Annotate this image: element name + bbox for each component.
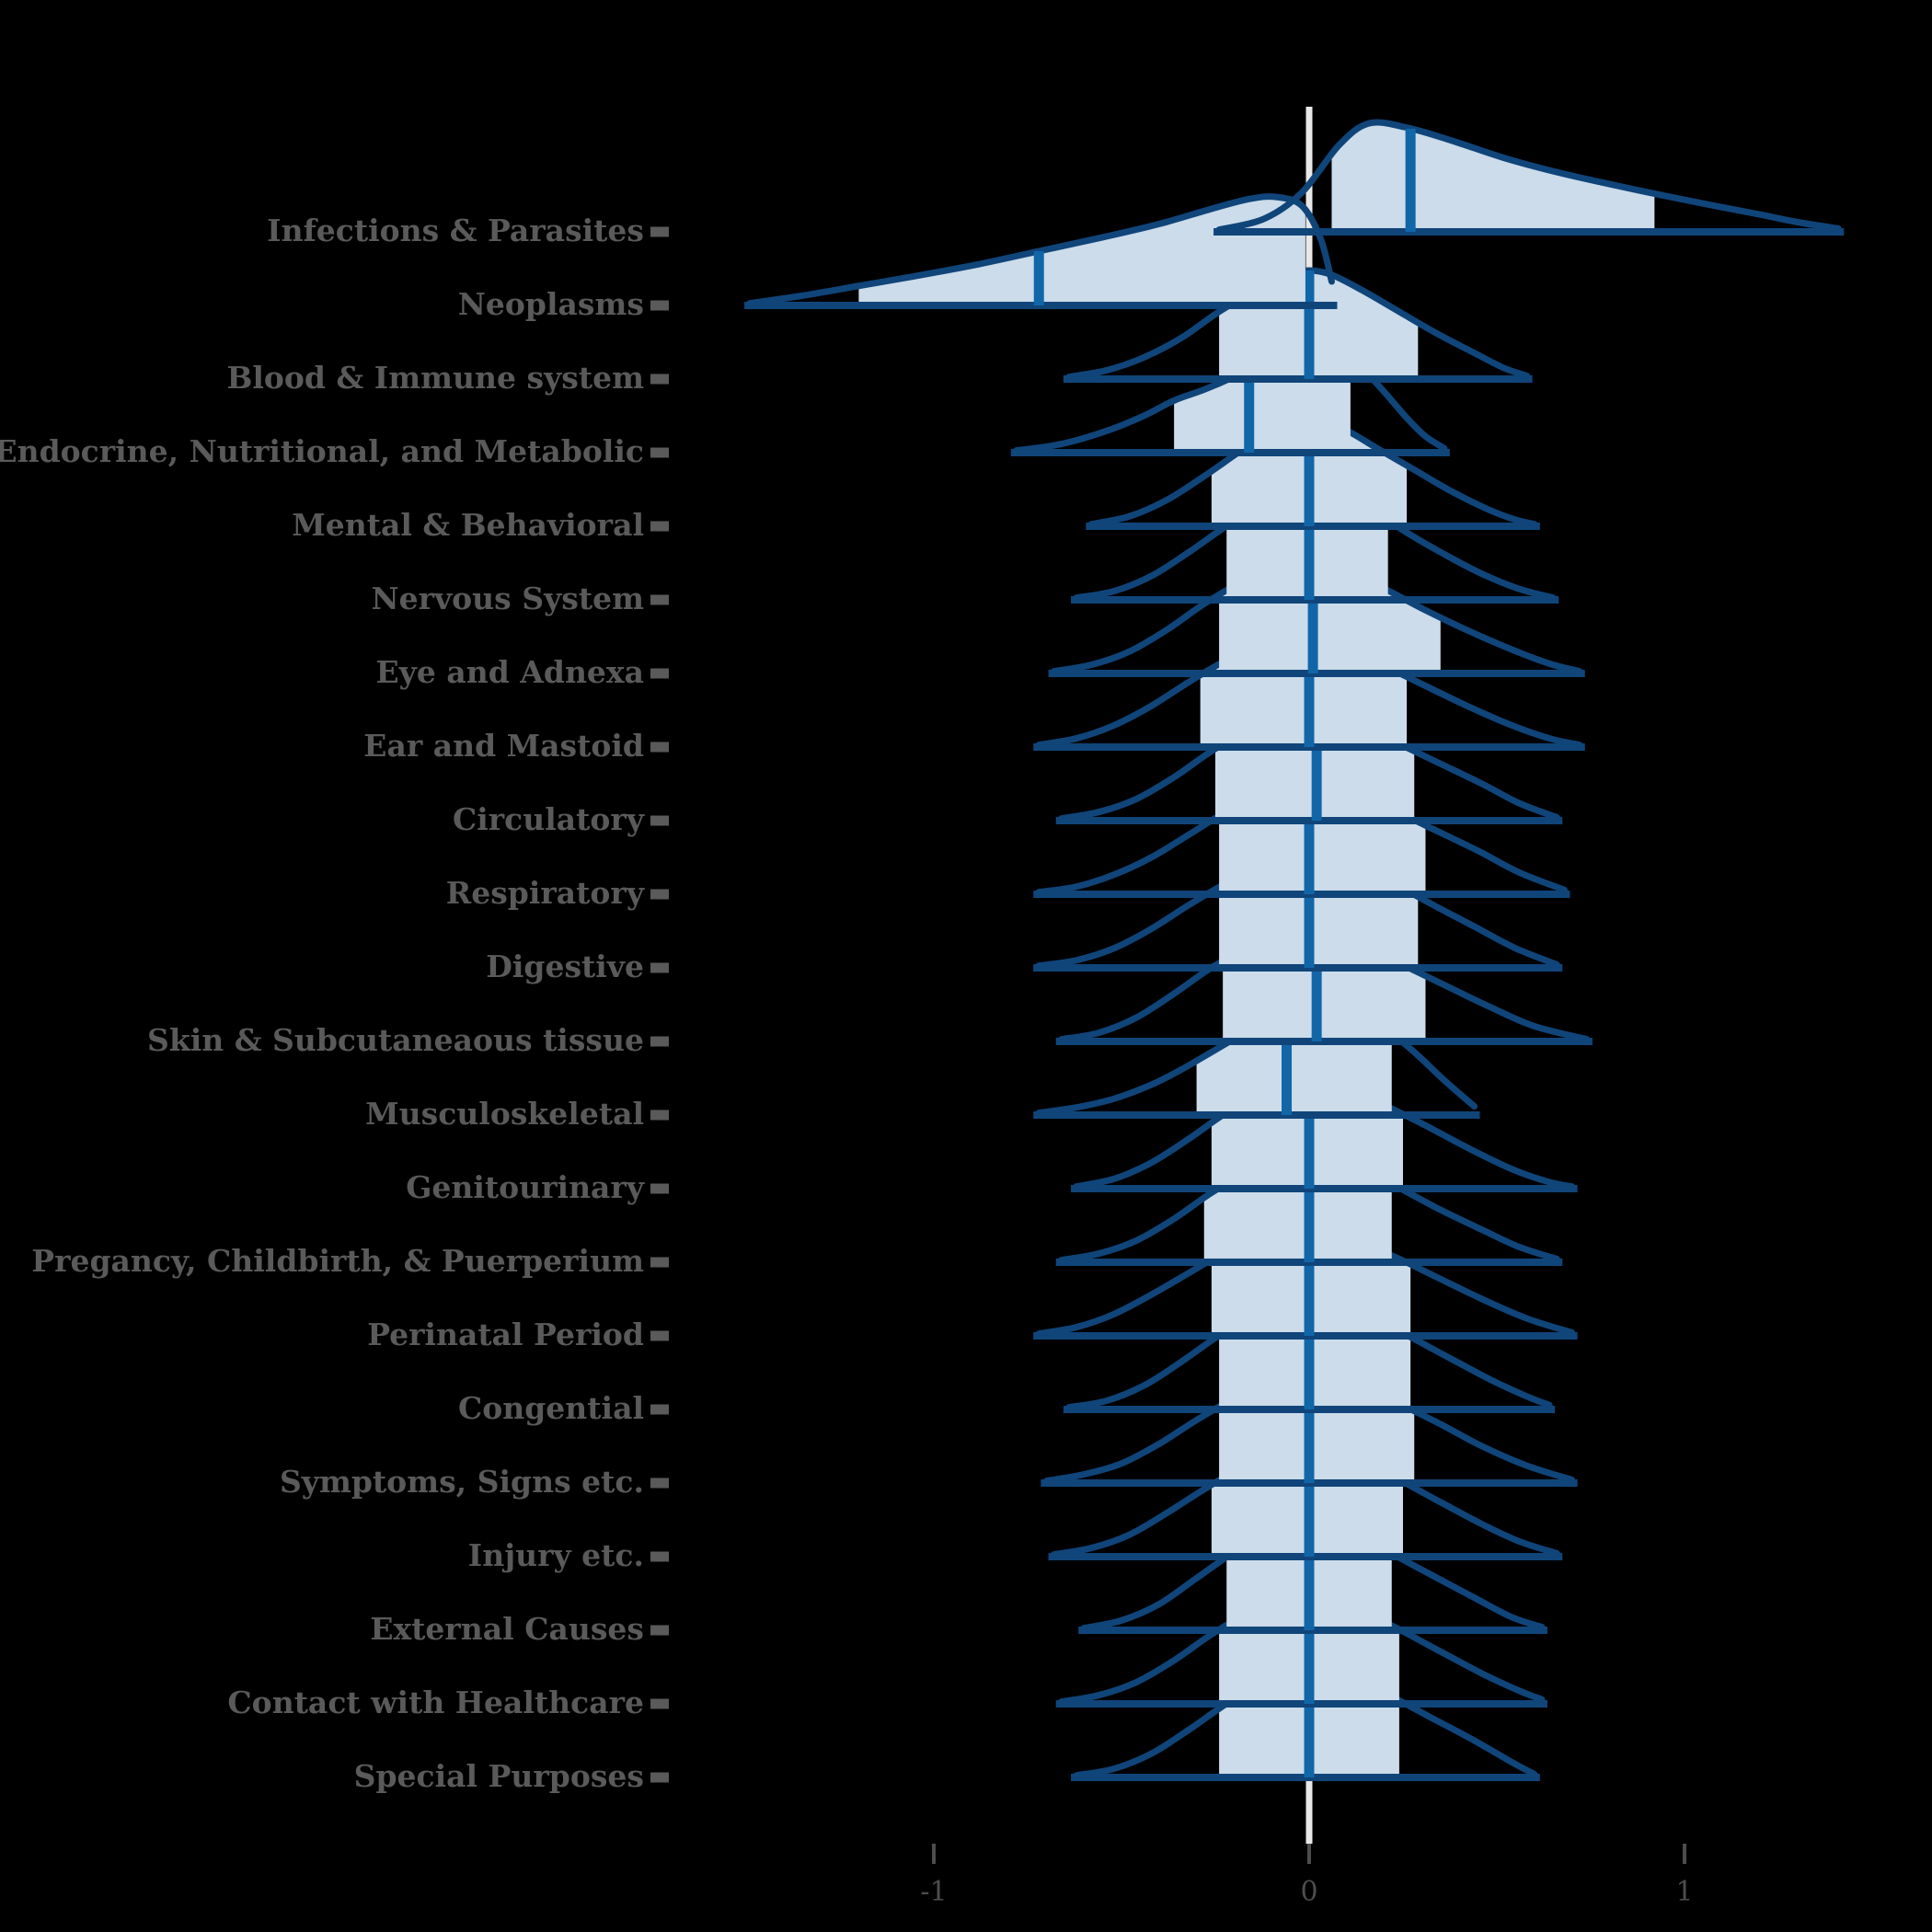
y-axis-label: Mental & Behavioral xyxy=(292,507,644,543)
y-axis-label: Endocrine, Nutritional, and Metabolic xyxy=(0,433,644,469)
y-axis-label: Digestive xyxy=(486,949,644,984)
y-axis-label: Congential xyxy=(458,1390,644,1426)
y-axis-label: Injury etc. xyxy=(468,1537,644,1573)
y-axis-label: Infections & Parasites xyxy=(267,213,644,248)
x-tick-label: 0 xyxy=(1300,1876,1317,1908)
violin-row xyxy=(1213,119,1845,236)
y-axis-label: External Causes xyxy=(370,1611,644,1647)
violin-row xyxy=(744,193,1338,309)
y-axis-label: Contact with Healthcare xyxy=(227,1685,644,1720)
x-axis: -1 0 1 xyxy=(920,1844,1694,1908)
y-axis-label: Eye and Adnexa xyxy=(376,654,644,690)
y-axis-label: Nervous System xyxy=(371,581,644,616)
x-tick-label: -1 xyxy=(920,1876,947,1908)
x-tick-label: 1 xyxy=(1675,1876,1693,1908)
y-axis-label: Special Purposes xyxy=(354,1758,644,1794)
y-axis-label: Musculoskeletal xyxy=(365,1096,644,1132)
y-axis-label: Neoplasms xyxy=(458,286,644,322)
y-axis: Infections & Parasites Neoplasms Blood & I… xyxy=(0,213,669,1794)
y-axis-label: Circulatory xyxy=(453,801,645,837)
y-axis-label: Perinatal Period xyxy=(367,1317,644,1352)
violin-iqr-fill xyxy=(858,196,1305,305)
violin-layer xyxy=(744,119,1845,1781)
y-axis-label: Blood & Immune system xyxy=(226,360,644,396)
y-axis-label: Symptoms, Signs etc. xyxy=(280,1464,644,1500)
violin-outline xyxy=(1215,119,1842,234)
y-axis-label: Pregancy, Childbirth, & Puerperium xyxy=(31,1243,644,1279)
y-axis-label: Ear and Mastoid xyxy=(363,728,644,764)
y-axis-label: Genitourinary xyxy=(406,1169,645,1205)
y-axis-label: Respiratory xyxy=(446,875,645,911)
y-axis-label: Skin & Subcutaneaous tissue xyxy=(147,1022,644,1058)
violin-outline xyxy=(746,193,1335,307)
